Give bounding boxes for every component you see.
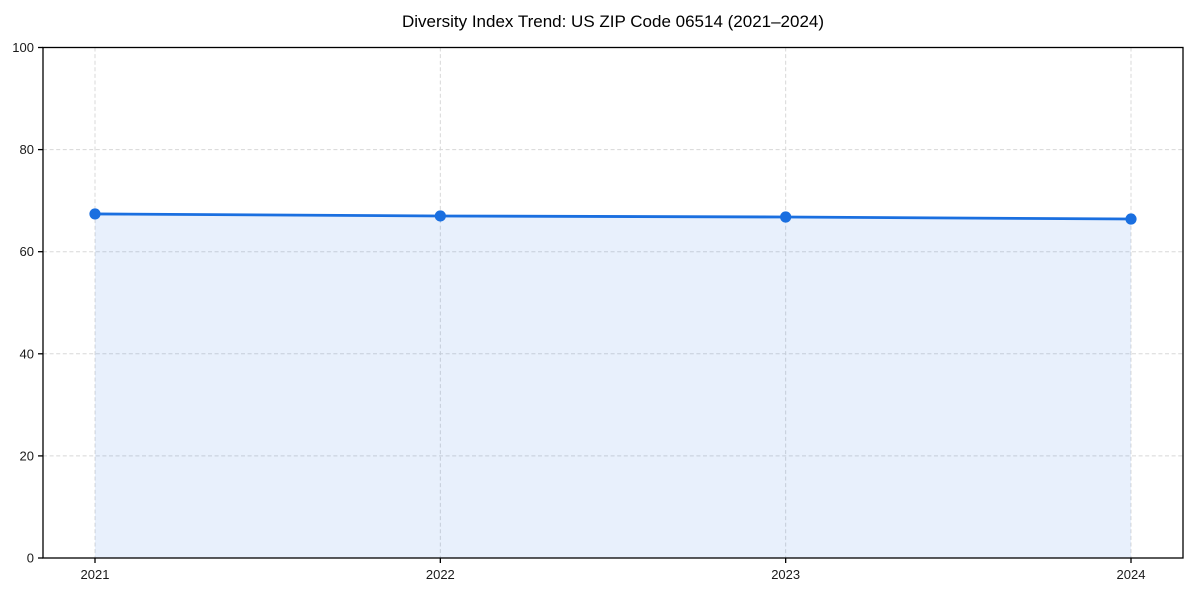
plot-border [42,46,1184,559]
tick-marks-layer [38,46,1132,563]
x-tick-label: 2024 [1117,567,1146,582]
area-fill [95,213,1131,558]
data-point [780,211,792,223]
y-tick-label: 40 [20,346,34,361]
data-point [89,208,101,220]
data-point [1125,213,1137,225]
chart-title: Diversity Index Trend: US ZIP Code 06514… [402,12,824,31]
gridlines-layer [43,47,1183,558]
axes-layer [42,46,1184,559]
y-tick-label: 100 [12,40,34,55]
y-tick-label: 80 [20,142,34,157]
area-fill-layer [95,213,1131,558]
data-point [434,210,446,222]
y-tick-label: 60 [20,244,34,259]
y-tick-label: 0 [27,551,34,566]
trend-line-layer [93,212,1133,221]
trend-line [93,212,1133,221]
x-tick-label: 2023 [771,567,800,582]
x-tick-label: 2021 [81,567,110,582]
tick-labels-layer: 0 20 40 60 80 100 2021 2022 2023 2024 [12,40,1145,582]
y-tick-label: 20 [20,448,34,463]
data-points-layer [89,208,1137,225]
x-tick-label: 2022 [426,567,455,582]
